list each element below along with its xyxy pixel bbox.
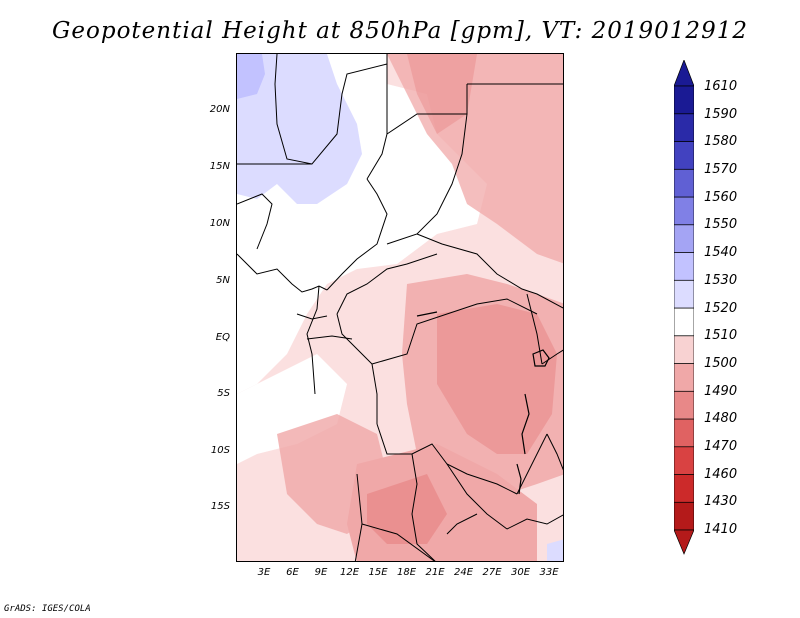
colorbar-label: 1520 <box>704 300 738 316</box>
field-1520-southeast <box>547 539 563 561</box>
colorbar-label: 1610 <box>704 79 738 94</box>
colorbar-segment <box>673 279 695 309</box>
country-borders <box>237 54 563 561</box>
colorbar-segment <box>673 196 695 226</box>
y-axis-label: 5S <box>217 388 230 399</box>
colorbar-label: 1430 <box>704 494 738 510</box>
colorbar-label: 1470 <box>704 438 738 454</box>
x-axis-label: 27E <box>482 567 502 578</box>
x-axis-label: 6E <box>286 567 299 578</box>
x-axis-label: 33E <box>539 567 559 578</box>
colorbar-label: 1560 <box>704 189 738 205</box>
colorbar-segment <box>673 418 695 448</box>
y-axis-label: 15N <box>209 161 230 172</box>
field-1480-south <box>367 474 447 544</box>
lake-malawi <box>516 463 522 495</box>
colorbar <box>673 59 695 560</box>
field-1530-zone <box>237 54 265 99</box>
colorbar-segment <box>673 363 695 392</box>
colorbar-max-triangle <box>673 59 695 87</box>
colorbar-segment <box>673 224 695 253</box>
colorbar-segment <box>673 446 695 475</box>
colorbar-segment <box>673 474 695 503</box>
colorbar-label: 1500 <box>704 355 738 371</box>
lakes <box>416 311 550 495</box>
colorbar-segment <box>673 113 695 142</box>
x-axis-label: 15E <box>368 567 388 578</box>
colorbar-segment <box>673 335 695 364</box>
x-axis-label: 3E <box>257 567 271 578</box>
lake-tanganyika <box>521 393 530 455</box>
colorbar-scale <box>673 59 695 555</box>
colorbar-segment <box>673 85 695 115</box>
colorbar-label: 1580 <box>704 134 738 150</box>
colorbar-min-triangle <box>673 529 695 555</box>
grads-credit: GrADS: IGES/COLA <box>4 604 91 614</box>
y-axis-label: EQ <box>215 332 230 343</box>
x-axis-label: 9E <box>314 567 328 578</box>
colorbar-label: 1570 <box>704 162 738 178</box>
colorbar-label: 1510 <box>704 328 738 344</box>
x-axis-label: 24E <box>453 567 474 578</box>
x-axis-label: 18E <box>396 567 417 578</box>
x-axis-label: 12E <box>339 567 360 578</box>
colorbar-segment <box>673 501 695 531</box>
colorbar-segment <box>673 141 695 170</box>
colorbar-segment <box>673 252 695 281</box>
map-plot-area <box>236 53 564 562</box>
colorbar-label: 1550 <box>704 217 738 233</box>
colorbar-label: 1410 <box>704 522 738 537</box>
y-axis-label: 5N <box>216 275 230 286</box>
colorbar-label: 1540 <box>704 245 738 261</box>
geopotential-field <box>237 54 563 561</box>
field-1480-central <box>437 304 557 454</box>
colorbar-label: 1460 <box>704 466 738 482</box>
field-1490-northeast <box>387 54 563 264</box>
x-axis-label: 21E <box>425 567 445 578</box>
river-segment <box>416 311 438 317</box>
x-axis-label: 30E <box>510 567 531 578</box>
field-1510-southwest <box>237 354 347 464</box>
colorbar-segment <box>673 390 695 420</box>
colorbar-label: 1490 <box>704 383 738 399</box>
y-axis-label: 10N <box>209 218 230 229</box>
colorbar-label: 1590 <box>704 106 738 122</box>
colorbar-label: 1530 <box>704 272 738 288</box>
field-1520-zone <box>237 54 362 204</box>
y-axis-label: 20N <box>209 104 230 115</box>
y-axis-label: 10S <box>210 445 230 456</box>
colorbar-segment <box>673 307 695 337</box>
colorbar-label: 1480 <box>704 411 738 427</box>
y-axis-label: 15S <box>210 501 230 512</box>
lake-victoria <box>532 349 550 367</box>
map-title: Geopotential Height at 850hPa [gpm], VT:… <box>52 18 748 44</box>
colorbar-segment <box>673 168 695 198</box>
